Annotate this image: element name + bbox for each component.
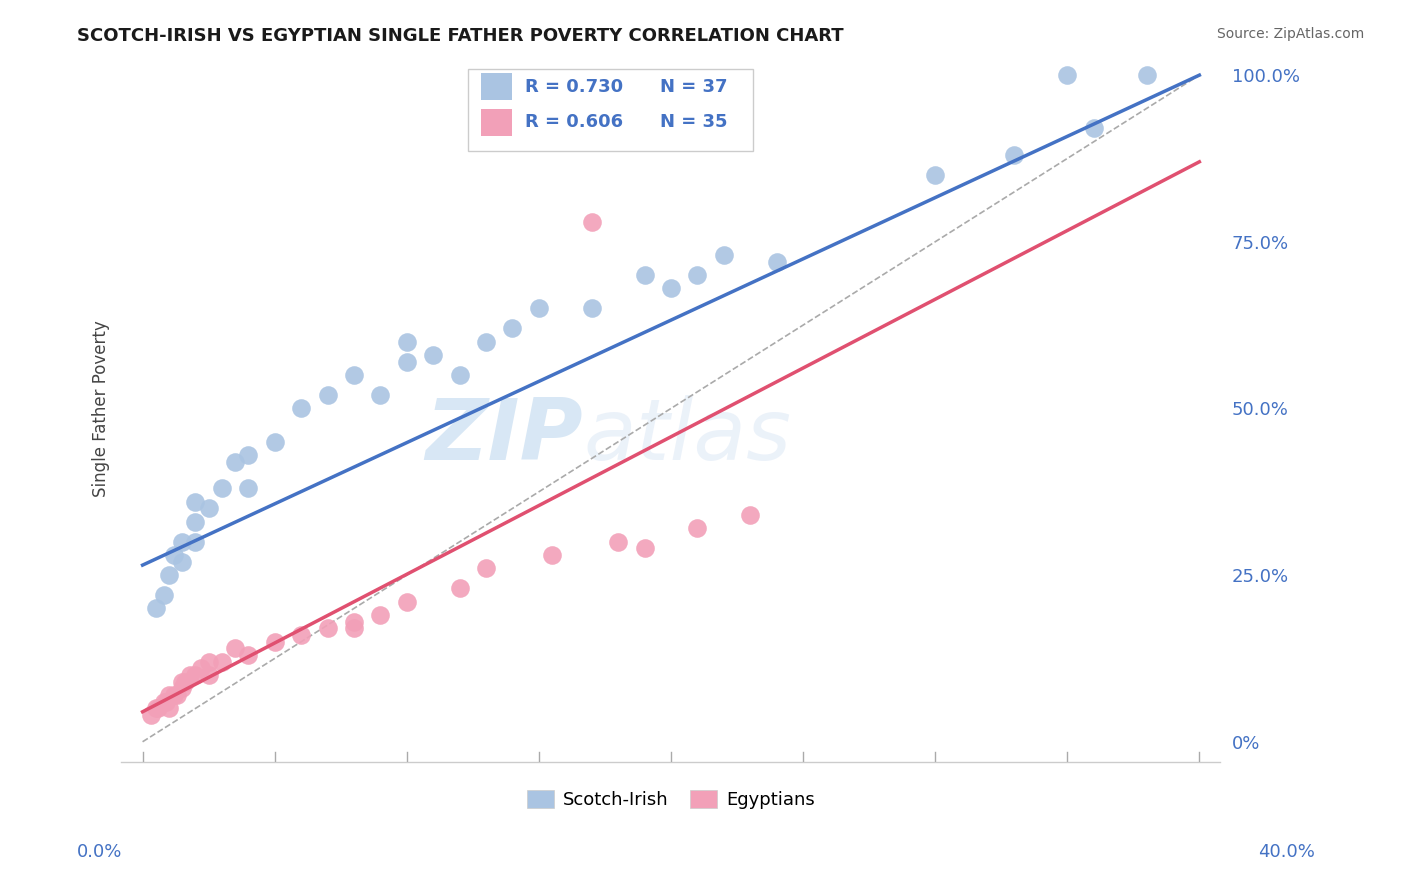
Point (475, 561, 498, 575)
Point (924, 168, 946, 182)
Point (197, 655, 219, 669)
Point (184, 515, 207, 529)
Point (179, 668, 201, 682)
Point (633, 268, 655, 282)
Point (290, 628, 312, 642)
Point (475, 334, 498, 349)
Point (686, 268, 709, 282)
Point (166, 688, 188, 702)
Point (1083, 121, 1105, 136)
Point (263, 434, 285, 449)
FancyBboxPatch shape (468, 70, 754, 151)
Point (238, 648, 260, 662)
Point (145, 701, 167, 715)
Point (1002, 148, 1025, 162)
Y-axis label: Single Father Poverty: Single Father Poverty (93, 320, 110, 497)
Point (686, 521, 709, 535)
Point (145, 601, 167, 615)
Point (395, 334, 418, 349)
Point (1135, 68, 1157, 82)
Text: atlas: atlas (583, 395, 792, 478)
Point (152, 588, 174, 602)
Point (541, 548, 564, 562)
Point (197, 501, 219, 516)
Point (163, 688, 186, 702)
Point (172, 674, 194, 689)
Text: R = 0.606: R = 0.606 (524, 113, 623, 131)
Point (157, 568, 180, 582)
Point (633, 541, 655, 556)
Point (238, 482, 260, 496)
Point (184, 534, 207, 549)
Point (343, 368, 366, 383)
Text: ZIP: ZIP (426, 395, 583, 478)
Text: 0.0%: 0.0% (77, 843, 122, 861)
Point (422, 348, 444, 362)
Point (659, 281, 682, 295)
Point (740, 508, 762, 522)
Text: Source: ZipAtlas.com: Source: ZipAtlas.com (1216, 27, 1364, 41)
Point (172, 555, 194, 569)
Point (224, 455, 246, 469)
Point (395, 595, 418, 609)
Point (370, 608, 392, 623)
Point (148, 701, 170, 715)
Point (197, 668, 219, 682)
Text: R = 0.730: R = 0.730 (524, 78, 623, 95)
Point (607, 534, 630, 549)
FancyBboxPatch shape (481, 73, 512, 100)
Point (370, 388, 392, 402)
Point (581, 301, 603, 316)
Point (152, 695, 174, 709)
Point (238, 448, 260, 462)
Point (172, 534, 194, 549)
Text: N = 37: N = 37 (659, 78, 727, 95)
Point (581, 215, 603, 229)
Text: 40.0%: 40.0% (1258, 843, 1315, 861)
Point (139, 708, 162, 723)
Point (157, 688, 180, 702)
Point (343, 622, 366, 636)
Text: N = 35: N = 35 (659, 113, 727, 131)
Text: SCOTCH-IRISH VS EGYPTIAN SINGLE FATHER POVERTY CORRELATION CHART: SCOTCH-IRISH VS EGYPTIAN SINGLE FATHER P… (77, 27, 844, 45)
Point (184, 495, 207, 509)
Point (190, 661, 212, 675)
Point (1056, 68, 1078, 82)
Point (343, 615, 366, 629)
Point (211, 655, 233, 669)
Point (316, 388, 339, 402)
Point (155, 695, 177, 709)
Point (172, 681, 194, 696)
Point (449, 368, 471, 383)
Point (263, 634, 285, 648)
Point (395, 355, 418, 369)
Point (713, 248, 735, 262)
Point (316, 622, 339, 636)
Point (527, 301, 550, 316)
Point (157, 701, 180, 715)
Point (184, 668, 207, 682)
Point (501, 321, 523, 335)
Point (765, 254, 787, 268)
Point (449, 582, 471, 596)
Point (173, 674, 195, 689)
Point (290, 401, 312, 416)
Legend: Scotch-Irish, Egyptians: Scotch-Irish, Egyptians (520, 782, 823, 816)
FancyBboxPatch shape (481, 109, 512, 136)
Point (224, 641, 246, 656)
Point (163, 548, 186, 562)
Point (211, 482, 233, 496)
